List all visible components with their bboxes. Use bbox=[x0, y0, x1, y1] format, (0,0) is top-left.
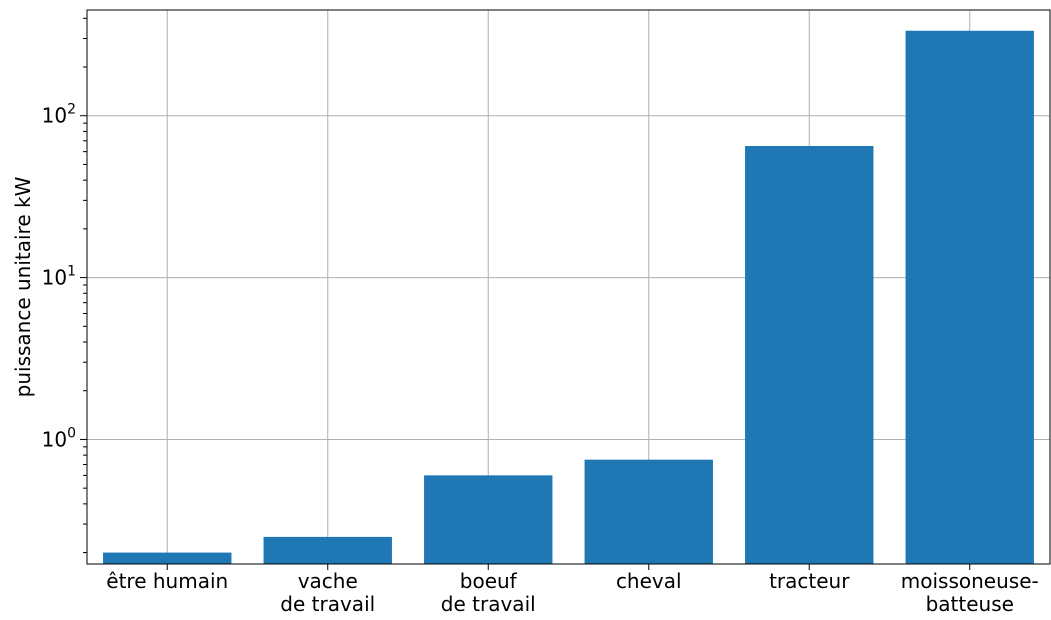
bar bbox=[584, 459, 713, 564]
bars bbox=[103, 30, 1034, 564]
x-tick-label: batteuse bbox=[926, 592, 1014, 616]
bar bbox=[424, 475, 553, 564]
x-tick-label: être humain bbox=[106, 569, 228, 593]
x-tick-label: tracteur bbox=[769, 569, 850, 593]
x-tick-label: de travail bbox=[441, 592, 536, 616]
y-tick-label: 102 bbox=[42, 102, 76, 128]
x-tick-label: moissoneuse- bbox=[901, 569, 1039, 593]
plot-frame bbox=[86, 9, 1051, 565]
x-tick-label: de travail bbox=[280, 592, 375, 616]
x-tick-label: cheval bbox=[616, 569, 682, 593]
y-tick-label: 101 bbox=[42, 264, 76, 290]
bar bbox=[905, 30, 1034, 564]
bar bbox=[103, 552, 232, 564]
y-tick-label: 100 bbox=[42, 425, 76, 451]
x-tick-label: vache bbox=[298, 569, 358, 593]
bar bbox=[263, 536, 392, 564]
y-axis-label: puissance unitaire kW bbox=[11, 176, 35, 397]
x-tick-label: boeuf bbox=[460, 569, 518, 593]
axes bbox=[80, 9, 1051, 570]
bar bbox=[745, 146, 874, 564]
